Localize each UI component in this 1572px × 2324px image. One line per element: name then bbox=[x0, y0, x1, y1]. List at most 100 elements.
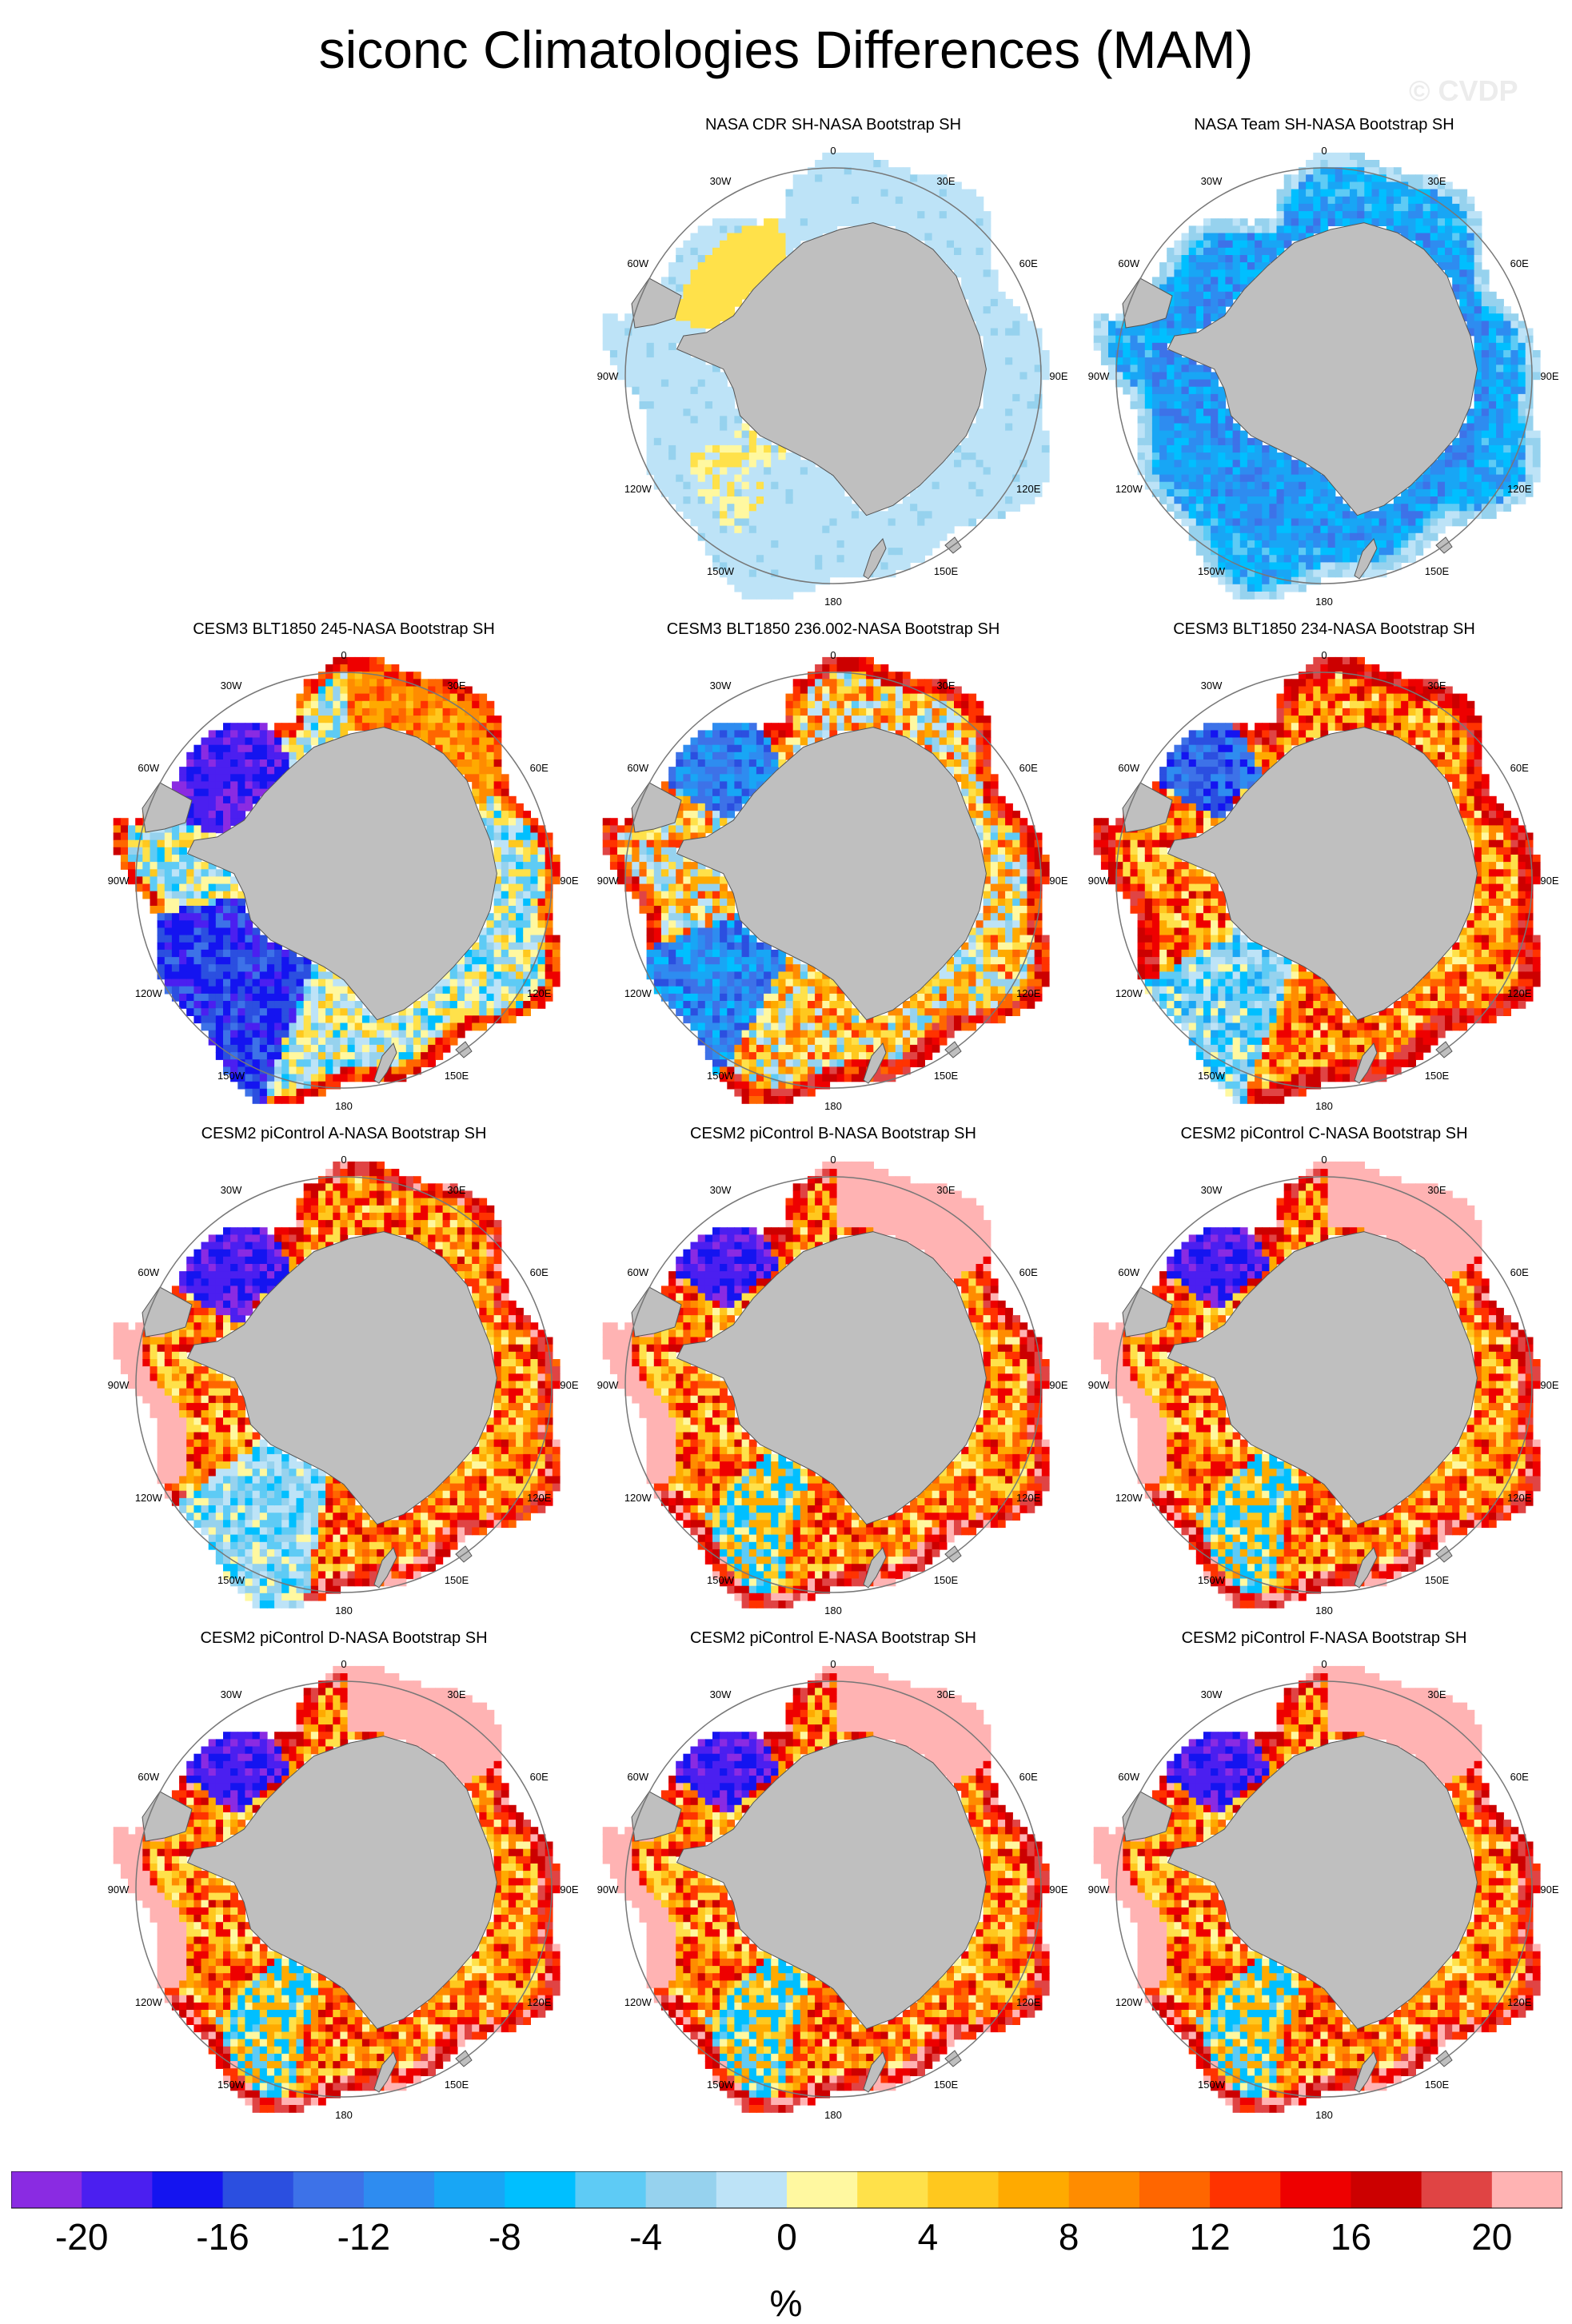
ice-cell bbox=[1196, 452, 1204, 460]
ice-cell bbox=[1496, 445, 1504, 453]
ice-cell bbox=[369, 1052, 377, 1060]
ice-cell bbox=[1328, 540, 1336, 548]
ice-cell bbox=[968, 225, 976, 233]
ice-cell bbox=[1182, 248, 1190, 256]
ice-cell bbox=[1005, 416, 1013, 424]
ice-cell bbox=[661, 781, 669, 789]
ice-cell bbox=[1474, 401, 1482, 409]
longitude-label: 90W bbox=[597, 370, 619, 382]
ice-cell bbox=[668, 943, 676, 951]
ice-cell bbox=[1401, 555, 1409, 563]
ice-cell bbox=[1247, 577, 1255, 585]
ice-cell bbox=[1167, 504, 1175, 512]
ice-cell bbox=[640, 847, 648, 855]
ice-cell bbox=[216, 906, 224, 914]
ice-cell bbox=[1482, 460, 1490, 468]
ice-cell bbox=[1145, 467, 1153, 475]
ice-cell bbox=[910, 548, 918, 556]
ice-cell bbox=[661, 401, 669, 409]
ice-cell bbox=[253, 789, 261, 797]
ice-cell bbox=[1101, 343, 1109, 351]
ice-cell bbox=[274, 950, 282, 958]
ice-cell bbox=[903, 167, 911, 175]
ice-cell bbox=[1269, 519, 1277, 527]
ice-cell bbox=[1510, 467, 1518, 475]
ice-cell bbox=[668, 957, 676, 965]
ice-cell bbox=[406, 1023, 414, 1031]
ice-cell bbox=[852, 204, 860, 212]
ice-cell bbox=[487, 781, 495, 789]
ice-cell bbox=[734, 255, 742, 263]
ice-cell bbox=[756, 225, 764, 233]
ice-cell bbox=[756, 445, 764, 453]
ice-cell bbox=[355, 708, 363, 716]
ice-cell bbox=[1482, 313, 1490, 321]
ice-cell bbox=[230, 1045, 238, 1053]
ice-cell bbox=[186, 884, 194, 892]
ice-cell bbox=[1196, 321, 1204, 329]
panel-title: CESM3 BLT1850 236.002-NASA Bootstrap SH bbox=[577, 620, 1089, 639]
ice-cell bbox=[1438, 475, 1446, 483]
ice-cell bbox=[1503, 416, 1511, 424]
ice-cell bbox=[530, 833, 538, 841]
ice-cell bbox=[661, 372, 669, 380]
ice-cell bbox=[186, 964, 194, 972]
ice-cell bbox=[443, 708, 451, 716]
ice-cell bbox=[683, 269, 691, 277]
ice-cell bbox=[340, 716, 348, 724]
ice-cell bbox=[603, 321, 611, 329]
ice-cell bbox=[245, 1001, 253, 1009]
ice-cell bbox=[465, 964, 473, 972]
ice-cell bbox=[632, 840, 640, 848]
ice-cell bbox=[683, 401, 691, 409]
ice-cell bbox=[237, 767, 245, 775]
ice-cell bbox=[881, 211, 889, 219]
ice-cell bbox=[457, 971, 465, 979]
ice-cell bbox=[1452, 504, 1460, 512]
ice-cell bbox=[1203, 489, 1211, 497]
ice-cell bbox=[1445, 511, 1453, 519]
ice-cell bbox=[216, 745, 224, 753]
ice-cell bbox=[998, 299, 1006, 307]
ice-cell bbox=[691, 241, 699, 249]
ice-cell bbox=[1459, 285, 1467, 293]
ice-cell bbox=[1335, 511, 1343, 519]
ice-cell bbox=[1262, 562, 1270, 570]
ice-cell bbox=[1225, 475, 1233, 483]
ice-cell bbox=[698, 416, 706, 424]
ice-cell bbox=[661, 847, 669, 855]
ice-cell bbox=[1196, 519, 1204, 527]
ice-cell bbox=[545, 950, 553, 958]
ice-cell bbox=[947, 482, 955, 490]
ice-cell bbox=[479, 987, 487, 995]
ice-cell bbox=[1313, 540, 1321, 548]
ice-cell bbox=[771, 489, 779, 497]
ice-cell bbox=[472, 774, 480, 782]
ice-cell bbox=[1452, 269, 1460, 277]
ice-cell bbox=[1386, 533, 1394, 541]
ice-cell bbox=[1167, 269, 1175, 277]
ice-cell bbox=[1482, 438, 1490, 446]
ice-cell bbox=[1138, 438, 1146, 446]
ice-cell bbox=[1225, 285, 1233, 293]
ice-cell bbox=[1489, 350, 1497, 358]
ice-cell bbox=[186, 979, 194, 987]
ice-cell bbox=[530, 825, 538, 833]
ice-cell bbox=[443, 1001, 451, 1009]
ice-cell bbox=[647, 336, 655, 344]
ice-cell bbox=[216, 752, 224, 760]
ice-cell bbox=[932, 218, 940, 226]
ice-cell bbox=[888, 526, 896, 534]
ice-cell bbox=[1189, 262, 1197, 270]
ice-cell bbox=[1474, 262, 1482, 270]
ice-cell bbox=[661, 979, 669, 987]
ice-cell bbox=[237, 1038, 245, 1046]
ice-cell bbox=[186, 913, 194, 921]
ice-cell bbox=[947, 255, 955, 263]
ice-cell bbox=[1182, 299, 1190, 307]
ice-cell bbox=[194, 928, 201, 936]
ice-cell bbox=[194, 899, 201, 907]
ice-cell bbox=[230, 1059, 238, 1067]
ice-cell bbox=[1277, 570, 1285, 578]
ice-cell bbox=[1299, 204, 1307, 212]
